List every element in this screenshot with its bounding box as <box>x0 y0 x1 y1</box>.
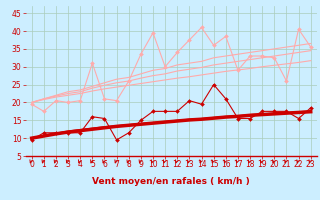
X-axis label: Vent moyen/en rafales ( km/h ): Vent moyen/en rafales ( km/h ) <box>92 178 250 186</box>
